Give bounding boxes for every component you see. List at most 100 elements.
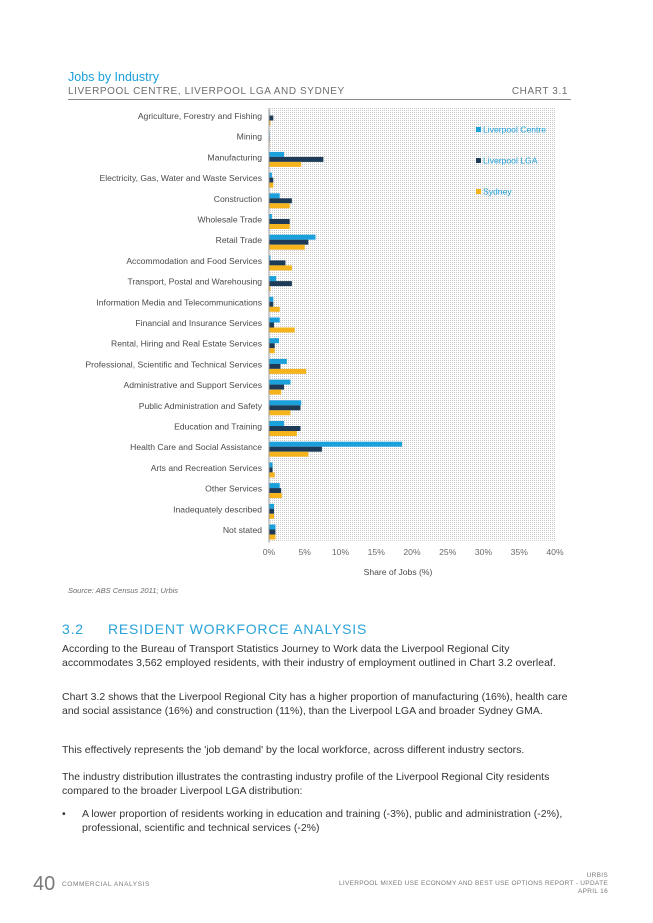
bar (269, 524, 276, 530)
bar (269, 322, 275, 328)
legend-swatch (476, 158, 481, 163)
paragraph: According to the Bureau of Transport Sta… (62, 643, 556, 669)
bar (269, 120, 271, 126)
bar (269, 317, 280, 323)
bar (269, 400, 302, 406)
bar (269, 172, 272, 178)
category-label: Agriculture, Forestry and Fishing (138, 111, 262, 121)
category-label: Other Services (205, 484, 262, 494)
bar (269, 467, 273, 473)
bar (269, 488, 282, 494)
bar (269, 389, 282, 395)
bar (269, 483, 280, 489)
x-tick-label: 40% (546, 547, 564, 557)
bar (269, 348, 275, 354)
category-label: Education and Training (174, 422, 262, 432)
category-label: Retail Trade (216, 235, 263, 245)
x-tick-label: 25% (439, 547, 457, 557)
footer-brand: URBIS (586, 872, 608, 879)
bar (269, 472, 275, 478)
paragraph: The industry distribution illustrates th… (62, 771, 550, 797)
bar (269, 363, 281, 369)
section-title: RESIDENT WORKFORCE ANALYSIS (108, 621, 368, 637)
bar (269, 384, 285, 390)
chart-title: Jobs by Industry (68, 70, 160, 84)
x-tick-label: 15% (368, 547, 386, 557)
x-axis-title: Share of Jobs (%) (364, 567, 433, 577)
bar (269, 441, 402, 447)
bar (269, 405, 301, 411)
bar (269, 410, 291, 416)
bar (269, 358, 287, 364)
bar (269, 198, 292, 204)
footer-section-label: COMMERCIAL ANALYSIS (62, 881, 150, 888)
bar (269, 327, 295, 333)
section-number: 3.2 (62, 621, 84, 637)
category-label: Rental, Hiring and Real Estate Services (111, 339, 262, 349)
bar (269, 177, 274, 183)
bar (269, 379, 291, 385)
bar (269, 255, 271, 261)
bar (269, 151, 285, 157)
legend-label: Liverpool LGA (483, 156, 538, 166)
bar (269, 446, 322, 452)
bar (269, 296, 274, 302)
bar (269, 306, 280, 312)
bar (269, 451, 309, 457)
bar (269, 239, 309, 245)
category-label: Financial and Insurance Services (135, 318, 262, 328)
chart-subtitle: LIVERPOOL CENTRE, LIVERPOOL LGA AND SYDN… (68, 86, 345, 97)
category-label: Wholesale Trade (198, 215, 263, 225)
x-tick-label: 10% (332, 547, 350, 557)
bar (269, 513, 275, 519)
footer-date: APRIL 16 (578, 888, 608, 895)
legend-swatch (476, 127, 481, 132)
bar (269, 193, 280, 199)
bar (269, 368, 307, 374)
bar (269, 260, 286, 266)
bar (269, 182, 274, 188)
footer-report-title: LIVERPOOL MIXED USE ECONOMY AND BEST USE… (338, 880, 608, 887)
bar (269, 286, 271, 292)
bar (269, 214, 272, 219)
bar (269, 265, 292, 271)
bar (269, 219, 290, 224)
bar (269, 503, 275, 509)
category-label: Accommodation and Food Services (126, 256, 262, 266)
category-label: Public Administration and Safety (139, 401, 263, 411)
legend-label: Liverpool Centre (483, 125, 546, 135)
category-label: Not stated (223, 525, 262, 535)
bar (269, 301, 274, 307)
category-label: Electricity, Gas, Water and Waste Servic… (99, 173, 262, 183)
bar (269, 431, 297, 436)
category-label: Inadequately described (173, 504, 262, 514)
category-label: Construction (214, 194, 262, 204)
category-label: Health Care and Social Assistance (130, 442, 262, 452)
bar (269, 156, 324, 162)
bar (269, 462, 273, 468)
category-label: Transport, Postal and Warehousing (127, 277, 262, 287)
bar (269, 493, 282, 499)
chart-number: CHART 3.1 (511, 86, 568, 97)
bar (269, 281, 292, 287)
bar (269, 529, 276, 535)
footer-report-info: URBIS LIVERPOOL MIXED USE ECONOMY AND BE… (339, 872, 608, 896)
category-label: Manufacturing (208, 152, 263, 162)
section-heading: 3.2 RESIDENT WORKFORCE ANALYSIS (62, 621, 367, 637)
category-label: Information Media and Telecommunications (96, 297, 262, 307)
bar (269, 508, 275, 514)
jobs-by-industry-chart: Agriculture, Forestry and Fishing Mining M… (85, 108, 564, 577)
bullet-marker: • (62, 808, 66, 820)
bar (269, 115, 274, 121)
bar (269, 338, 280, 344)
header-rule (68, 99, 571, 100)
bar (269, 203, 290, 209)
plot-area (269, 108, 555, 542)
paragraph: Chart 3.2 shows that the Liverpool Regio… (62, 691, 568, 717)
x-tick-label: 0% (263, 547, 276, 557)
legend-swatch (476, 189, 481, 194)
bar (269, 276, 277, 282)
bar (269, 161, 302, 167)
category-label: Administrative and Support Services (123, 380, 262, 390)
bar (269, 234, 316, 240)
